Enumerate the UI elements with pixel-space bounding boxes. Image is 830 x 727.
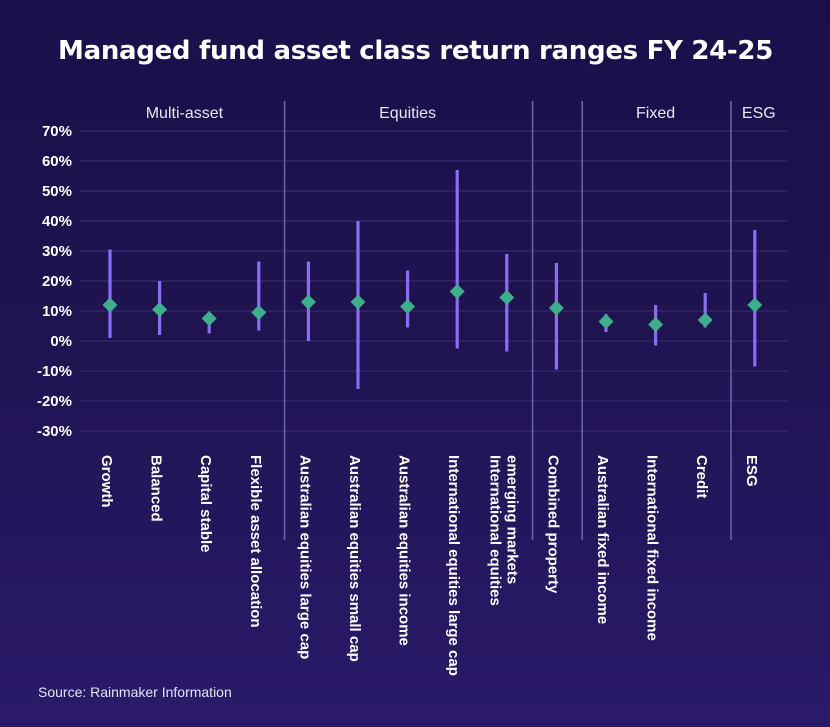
y-axis-ticks: 70% 60% 50% 40% 30% 20% 10% 0% -10% -20% -30% <box>37 123 72 440</box>
x-tick-label: Growth <box>98 455 115 508</box>
x-tick-label: Australian equities large cap <box>296 455 313 659</box>
median-marker <box>102 297 118 313</box>
group-label: Fixed <box>636 105 675 122</box>
x-tick-label: International equities large cap <box>445 455 462 676</box>
x-tick-label: Combined property <box>544 455 561 594</box>
group-separators <box>283 101 732 540</box>
x-tick-label: Capital stable <box>197 455 214 553</box>
y-tick-label: 50% <box>42 183 72 200</box>
median-marker <box>449 284 465 299</box>
y-tick-label: 30% <box>42 243 72 260</box>
x-tick-label: International fixed income <box>644 455 661 641</box>
y-tick-label: -30% <box>37 423 72 440</box>
x-tick-label: Australian fixed income <box>594 455 611 624</box>
median-marker <box>350 294 366 310</box>
x-tick-label: Australian equities small cap <box>346 455 363 662</box>
y-tick-label: -10% <box>37 363 72 380</box>
group-label: Multi-asset <box>146 105 224 122</box>
median-marker <box>548 300 564 316</box>
median-marker <box>300 294 316 310</box>
x-axis-ticks: Growth Balanced Capital stable Flexible ass… <box>98 455 760 676</box>
x-tick-label: Balanced <box>148 455 165 522</box>
median-marker <box>598 314 614 329</box>
median-marker <box>251 305 267 320</box>
source-note: Source: Rainmaker Information <box>38 684 232 700</box>
median-marker <box>400 299 416 314</box>
y-tick-label: 40% <box>42 213 72 230</box>
median-marker <box>152 302 168 317</box>
y-tick-label: 20% <box>42 273 72 290</box>
x-tick-label: Flexible asset allocation <box>247 455 264 628</box>
median-marker <box>697 312 713 328</box>
grid-lines <box>80 130 787 432</box>
x-tick-label: International equities <box>486 455 503 606</box>
group-label: ESG <box>742 105 776 122</box>
median-marker <box>747 297 763 313</box>
x-tick-label: ESG <box>743 455 760 487</box>
median-marker <box>648 317 664 332</box>
range-series <box>102 170 763 389</box>
x-tick-label: emerging markets <box>503 455 520 584</box>
group-label: Equities <box>379 105 436 122</box>
y-tick-label: 10% <box>42 303 72 320</box>
x-tick-label: Australian equities income <box>396 455 413 646</box>
y-tick-label: 60% <box>42 153 72 170</box>
median-marker <box>499 290 515 305</box>
median-marker <box>201 311 217 326</box>
y-tick-label: 0% <box>50 333 72 350</box>
group-labels: Multi-asset Equities Fixed ESG <box>146 105 776 122</box>
y-tick-label: 70% <box>42 123 72 140</box>
chart-title: Managed fund asset class return ranges F… <box>58 36 773 66</box>
y-tick-label: -20% <box>37 393 72 410</box>
x-tick-label: Credit <box>693 455 710 498</box>
